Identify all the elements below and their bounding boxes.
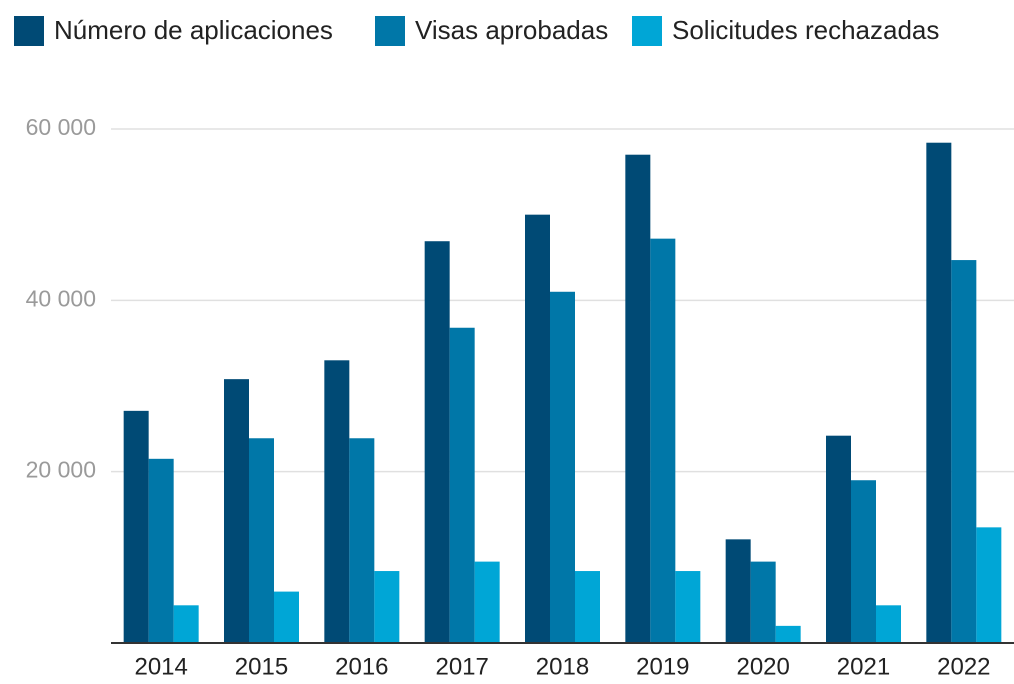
bar bbox=[650, 238, 676, 644]
bar bbox=[274, 591, 299, 643]
bar bbox=[525, 214, 550, 643]
legend-label: Número de aplicaciones bbox=[54, 15, 333, 45]
x-tick-label: 2016 bbox=[335, 653, 388, 680]
bar bbox=[826, 435, 851, 643]
legend-label: Visas aprobadas bbox=[415, 15, 608, 45]
bar bbox=[926, 142, 952, 643]
bar bbox=[349, 438, 375, 643]
x-tick-label: 2022 bbox=[937, 653, 990, 680]
x-tick-label: 2018 bbox=[536, 653, 589, 680]
bar bbox=[775, 625, 801, 643]
bar bbox=[324, 360, 350, 643]
x-tick-label: 2019 bbox=[636, 653, 689, 680]
bar bbox=[876, 605, 901, 643]
x-tick-label: 2021 bbox=[837, 653, 890, 680]
bar bbox=[550, 291, 575, 643]
bar bbox=[449, 327, 475, 643]
legend-swatch bbox=[632, 16, 662, 46]
y-tick-label: 20 000 bbox=[26, 457, 96, 483]
legend-label: Solicitudes rechazadas bbox=[672, 15, 939, 45]
bar bbox=[374, 571, 400, 643]
x-tick-label: 2020 bbox=[736, 653, 789, 680]
bar bbox=[675, 571, 701, 643]
bar bbox=[851, 480, 876, 643]
y-tick-label: 60 000 bbox=[26, 114, 96, 140]
y-tick-label: 40 000 bbox=[26, 285, 96, 311]
bar bbox=[976, 527, 1002, 643]
legend-swatch bbox=[14, 16, 44, 46]
bar bbox=[575, 571, 600, 643]
bar bbox=[474, 561, 500, 643]
x-tick-label: 2017 bbox=[435, 653, 488, 680]
bar bbox=[123, 410, 149, 643]
bar bbox=[625, 154, 651, 643]
bar bbox=[951, 260, 977, 643]
legend-swatch bbox=[375, 16, 405, 46]
bar bbox=[148, 458, 174, 643]
bar bbox=[725, 539, 751, 643]
bar bbox=[249, 438, 274, 643]
x-tick-label: 2015 bbox=[235, 653, 288, 680]
bar bbox=[424, 241, 450, 643]
bar bbox=[750, 561, 776, 643]
bar bbox=[224, 379, 249, 643]
bar bbox=[173, 605, 199, 643]
x-tick-label: 2014 bbox=[134, 653, 187, 680]
